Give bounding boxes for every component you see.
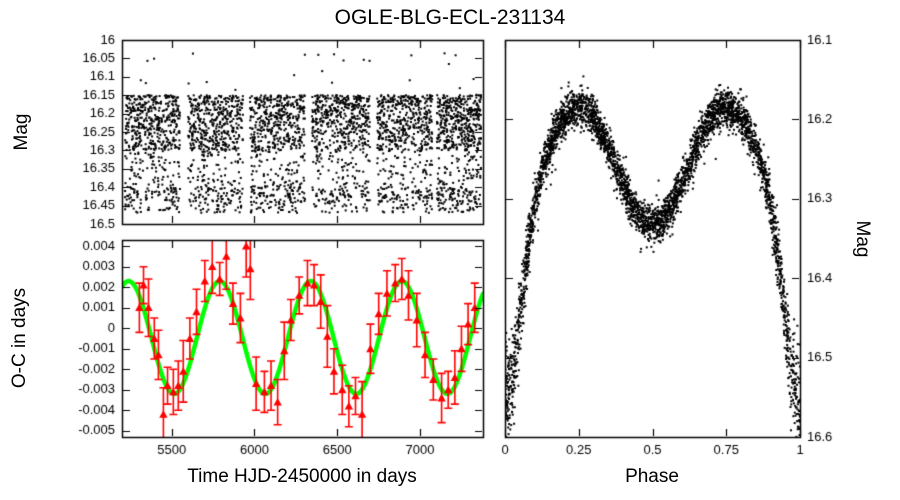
phase-axis-label: Phase: [625, 466, 679, 487]
mag-axis-label-left: Mag: [11, 113, 32, 151]
mag-vs-time-panel: [122, 40, 483, 224]
oc-axis-label: O-C in days: [9, 287, 30, 389]
time-axis-label: Time HJD-2450000 in days: [187, 466, 417, 487]
mag-axis-label-right: Mag: [852, 220, 873, 258]
phased-light-curve-panel: [505, 40, 800, 437]
oc-vs-time-panel: [122, 240, 483, 437]
chart-title: OGLE-BLG-ECL-231134: [334, 6, 566, 29]
